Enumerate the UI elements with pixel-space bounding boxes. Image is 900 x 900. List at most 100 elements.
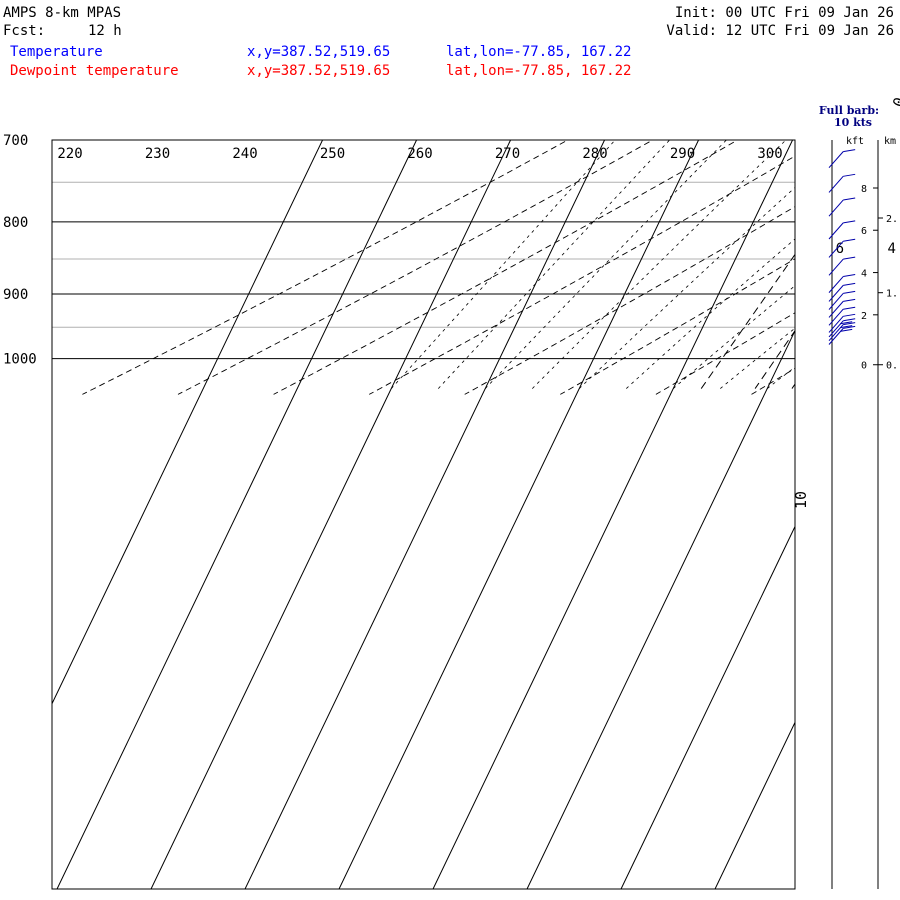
wind-barb-flag xyxy=(843,149,856,153)
dry-adiabat-label: 270 xyxy=(495,146,520,162)
wind-barb-staff xyxy=(828,258,844,276)
wind-barb-flag xyxy=(843,173,856,177)
dry-adiabat-line xyxy=(368,155,795,395)
pressure-tick-label: 800 xyxy=(3,215,28,231)
moist-adiabat-line xyxy=(720,327,795,389)
isotherm-line xyxy=(526,329,795,889)
wind-barb-staff xyxy=(828,151,844,169)
legend-temperature-latlon: lat,lon=-77.85, 167.22 xyxy=(446,44,632,60)
wind-barb-staff xyxy=(828,276,844,293)
wind-barb xyxy=(828,298,856,318)
isotherm-line xyxy=(52,140,324,705)
isotherm-line xyxy=(432,140,794,889)
wind-barb-flag xyxy=(843,220,856,224)
legend-dewpoint-xy: x,y=387.52,519.65 xyxy=(247,63,391,79)
isotherm-line xyxy=(150,140,512,889)
wind-barb xyxy=(828,256,856,276)
wind-barb-flag xyxy=(843,238,856,242)
chart-annotations: 7008009001000-70-60-50-40-30-20-10022023… xyxy=(3,95,900,509)
wind-barb xyxy=(828,197,856,217)
kft-tick-label: 4 xyxy=(861,269,867,280)
wind-barb xyxy=(828,173,856,193)
wind-barb-flag xyxy=(843,313,856,317)
forecast-label: Fcst: xyxy=(3,23,46,39)
dry-adiabat-line xyxy=(82,140,569,395)
legend-dewpoint-latlon: lat,lon=-77.85, 167.22 xyxy=(446,63,632,79)
wind-barb-flag xyxy=(843,325,856,329)
wind-barb xyxy=(828,313,856,333)
wind-barb-staff xyxy=(828,199,844,217)
barb-legend-line1: Full barb: xyxy=(819,104,879,117)
wind-barb-flag xyxy=(843,322,856,326)
isotherm-line xyxy=(244,140,606,889)
kft-axis-label: kft xyxy=(846,136,864,147)
dry-adiabat-label: 220 xyxy=(57,146,82,162)
plot-frame xyxy=(51,139,796,890)
dry-adiabat-label: 260 xyxy=(407,146,432,162)
dry-adiabat-line xyxy=(273,140,739,395)
dry-adiabat-label: 240 xyxy=(232,146,257,162)
mixing-ratio-line xyxy=(700,253,795,389)
isotherm-line xyxy=(620,525,795,889)
isotherm-label: 0 xyxy=(889,95,900,110)
moist-adiabat-line xyxy=(438,140,671,389)
wind-barb xyxy=(828,306,856,326)
wind-barb-staff xyxy=(828,175,844,193)
dry-adiabat-line xyxy=(464,206,795,395)
pressure-tick-label: 1000 xyxy=(3,352,37,368)
mixing-ratio-line xyxy=(754,329,795,389)
wind-barb-flag xyxy=(840,328,853,332)
kft-tick-label: 6 xyxy=(861,226,867,237)
wind-barb-staff xyxy=(828,293,844,310)
height-axis: kft km 8 6 4 2 0 2. 1. 0. xyxy=(846,136,898,889)
isotherm-line xyxy=(714,721,795,889)
wind-barb-flag xyxy=(843,256,856,260)
model-title: AMPS 8-km MPAS xyxy=(3,5,122,21)
wind-barb xyxy=(828,149,856,169)
init-time: Init: 00 UTC Fri 09 Jan 26 xyxy=(674,5,894,21)
valid-time: Valid: 12 UTC Fri 09 Jan 26 xyxy=(666,23,894,39)
wind-barb-staff xyxy=(828,301,844,318)
wind-barb xyxy=(828,325,856,345)
plot-area-lines xyxy=(52,140,795,889)
km-axis-label: km xyxy=(884,136,896,147)
mixing-ratio-label: 4 xyxy=(888,241,896,257)
wind-barb-staff xyxy=(828,285,844,302)
wind-barb-flag xyxy=(843,318,856,322)
km-tick-label: 2. xyxy=(886,214,898,225)
kft-tick-label: 2 xyxy=(861,311,867,322)
wind-barb xyxy=(828,220,856,240)
wind-barb xyxy=(828,238,856,258)
moist-adiabat-line xyxy=(485,140,727,389)
wind-speed-label: 10 xyxy=(792,491,810,509)
wind-barb-staff xyxy=(828,240,844,258)
kft-tick-label: 8 xyxy=(861,184,867,195)
wind-barb xyxy=(828,274,856,293)
forecast-hour: 12 h xyxy=(88,23,122,39)
isotherm-line xyxy=(56,140,418,889)
wind-barb-flag xyxy=(840,321,853,325)
wind-barb-flag xyxy=(843,290,856,294)
dry-adiabat-line xyxy=(177,140,654,395)
wind-barb-staff xyxy=(828,308,844,326)
km-tick-label: 0. xyxy=(886,361,898,372)
dry-adiabat-label: 290 xyxy=(670,146,695,162)
wind-barb-flag xyxy=(840,325,853,329)
wind-barb-flag xyxy=(843,298,856,302)
wind-barb xyxy=(828,290,856,310)
mixing-ratio-line xyxy=(791,383,795,389)
legend-dewpoint-name: Dewpoint temperature xyxy=(10,63,179,79)
moist-adiabat-line xyxy=(390,140,616,389)
moist-adiabat-line xyxy=(673,285,795,389)
barb-legend-line2: 10 kts xyxy=(834,116,872,129)
dry-adiabat-line xyxy=(655,312,795,395)
wind-barb-flag xyxy=(843,306,856,310)
wind-barb xyxy=(828,318,856,338)
wind-barb-flag xyxy=(843,197,856,201)
dry-adiabat-label: 250 xyxy=(320,146,345,162)
wind-barb-staff xyxy=(828,222,844,240)
dry-adiabat-label: 300 xyxy=(757,146,782,162)
pressure-tick-label: 700 xyxy=(3,133,28,149)
wind-barb xyxy=(828,322,856,342)
wind-barbs xyxy=(828,140,856,889)
